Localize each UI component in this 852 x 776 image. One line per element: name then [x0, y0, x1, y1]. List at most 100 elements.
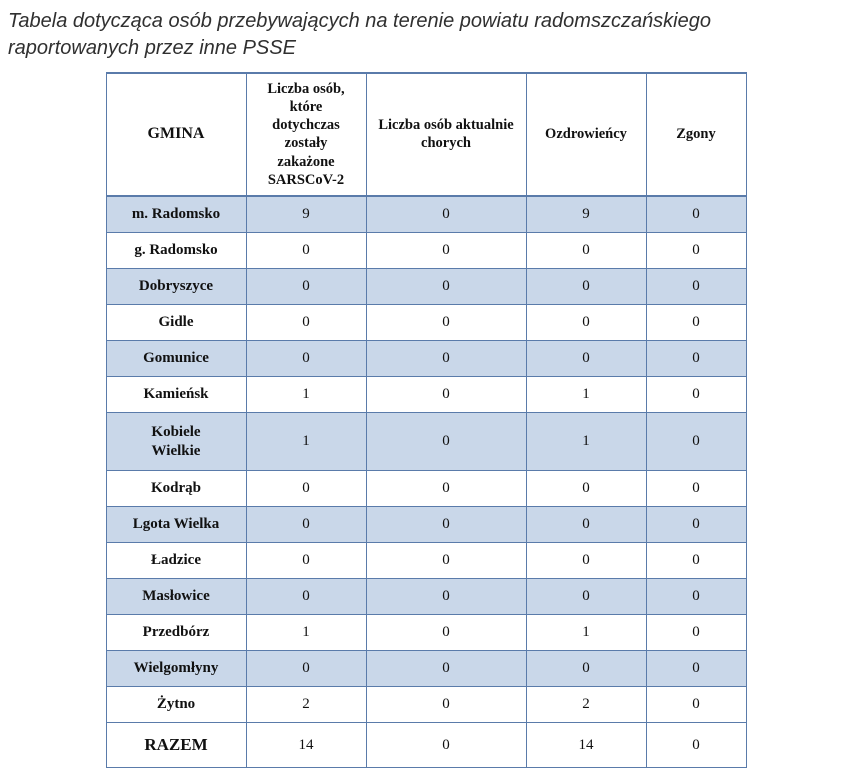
- table-row: Gomunice0000: [106, 340, 746, 376]
- cell-deaths: 0: [646, 304, 746, 340]
- cell-deaths: 0: [646, 232, 746, 268]
- table-container: GMINA Liczba osób, które dotychczas zost…: [8, 72, 844, 768]
- table-row: Ładzice0000: [106, 543, 746, 579]
- total-recovered: 14: [526, 723, 646, 768]
- table-body: m. Radomsko9090g. Radomsko0000Dobryszyce…: [106, 196, 746, 768]
- cell-recovered: 9: [526, 196, 646, 233]
- cell-infected: 0: [246, 232, 366, 268]
- cell-recovered: 1: [526, 376, 646, 412]
- page-title: Tabela dotycząca osób przebywających na …: [8, 8, 844, 62]
- table-row: Żytno2020: [106, 687, 746, 723]
- row-label: Dobryszyce: [106, 268, 246, 304]
- cell-infected: 9: [246, 196, 366, 233]
- col-header-sick: Liczba osób aktualnie chorych: [366, 73, 526, 196]
- cell-infected: 0: [246, 651, 366, 687]
- row-label: Gidle: [106, 304, 246, 340]
- table-row: m. Radomsko9090: [106, 196, 746, 233]
- cell-deaths: 0: [646, 507, 746, 543]
- cell-recovered: 0: [526, 543, 646, 579]
- cell-sick: 0: [366, 196, 526, 233]
- cell-recovered: 0: [526, 232, 646, 268]
- total-infected: 14: [246, 723, 366, 768]
- table-header-row: GMINA Liczba osób, które dotychczas zost…: [106, 73, 746, 196]
- row-label: Wielgomłyny: [106, 651, 246, 687]
- cell-recovered: 1: [526, 412, 646, 471]
- row-label: Masłowice: [106, 579, 246, 615]
- cell-recovered: 0: [526, 340, 646, 376]
- cell-infected: 0: [246, 340, 366, 376]
- cell-infected: 0: [246, 268, 366, 304]
- row-label: Ładzice: [106, 543, 246, 579]
- row-label: m. Radomsko: [106, 196, 246, 233]
- cell-recovered: 0: [526, 507, 646, 543]
- table-row: Kamieńsk1010: [106, 376, 746, 412]
- cell-recovered: 1: [526, 615, 646, 651]
- row-label: Gomunice: [106, 340, 246, 376]
- cell-sick: 0: [366, 376, 526, 412]
- cell-sick: 0: [366, 651, 526, 687]
- cell-sick: 0: [366, 615, 526, 651]
- cell-recovered: 0: [526, 651, 646, 687]
- data-table: GMINA Liczba osób, które dotychczas zost…: [106, 72, 747, 768]
- cell-recovered: 0: [526, 579, 646, 615]
- total-deaths: 0: [646, 723, 746, 768]
- cell-infected: 2: [246, 687, 366, 723]
- cell-sick: 0: [366, 232, 526, 268]
- cell-recovered: 0: [526, 304, 646, 340]
- cell-recovered: 2: [526, 687, 646, 723]
- cell-sick: 0: [366, 471, 526, 507]
- table-row: Gidle0000: [106, 304, 746, 340]
- table-row: g. Radomsko0000: [106, 232, 746, 268]
- cell-infected: 0: [246, 507, 366, 543]
- col-header-deaths: Zgony: [646, 73, 746, 196]
- row-label: Lgota Wielka: [106, 507, 246, 543]
- table-row: Wielgomłyny0000: [106, 651, 746, 687]
- col-header-recovered: Ozdrowieńcy: [526, 73, 646, 196]
- cell-infected: 0: [246, 579, 366, 615]
- cell-infected: 1: [246, 412, 366, 471]
- row-label: g. Radomsko: [106, 232, 246, 268]
- cell-deaths: 0: [646, 687, 746, 723]
- cell-recovered: 0: [526, 268, 646, 304]
- table-row: Dobryszyce0000: [106, 268, 746, 304]
- cell-sick: 0: [366, 304, 526, 340]
- cell-infected: 0: [246, 543, 366, 579]
- cell-sick: 0: [366, 412, 526, 471]
- col-header-gmina: GMINA: [106, 73, 246, 196]
- cell-sick: 0: [366, 579, 526, 615]
- cell-deaths: 0: [646, 268, 746, 304]
- cell-infected: 1: [246, 376, 366, 412]
- cell-sick: 0: [366, 507, 526, 543]
- row-label: KobieleWielkie: [106, 412, 246, 471]
- cell-infected: 1: [246, 615, 366, 651]
- total-sick: 0: [366, 723, 526, 768]
- col-header-infected: Liczba osób, które dotychczas zostały za…: [246, 73, 366, 196]
- cell-deaths: 0: [646, 615, 746, 651]
- table-row: Lgota Wielka0000: [106, 507, 746, 543]
- table-row: Masłowice0000: [106, 579, 746, 615]
- cell-deaths: 0: [646, 543, 746, 579]
- row-label: Kamieńsk: [106, 376, 246, 412]
- table-row: Przedbórz1010: [106, 615, 746, 651]
- cell-sick: 0: [366, 543, 526, 579]
- cell-infected: 0: [246, 304, 366, 340]
- cell-sick: 0: [366, 268, 526, 304]
- cell-deaths: 0: [646, 651, 746, 687]
- cell-deaths: 0: [646, 471, 746, 507]
- table-total-row: RAZEM140140: [106, 723, 746, 768]
- cell-infected: 0: [246, 471, 366, 507]
- cell-deaths: 0: [646, 340, 746, 376]
- table-row: KobieleWielkie1010: [106, 412, 746, 471]
- cell-deaths: 0: [646, 376, 746, 412]
- cell-deaths: 0: [646, 196, 746, 233]
- cell-deaths: 0: [646, 579, 746, 615]
- table-row: Kodrąb0000: [106, 471, 746, 507]
- total-label: RAZEM: [106, 723, 246, 768]
- row-label: Kodrąb: [106, 471, 246, 507]
- row-label: Żytno: [106, 687, 246, 723]
- cell-deaths: 0: [646, 412, 746, 471]
- cell-recovered: 0: [526, 471, 646, 507]
- cell-sick: 0: [366, 340, 526, 376]
- row-label: Przedbórz: [106, 615, 246, 651]
- cell-sick: 0: [366, 687, 526, 723]
